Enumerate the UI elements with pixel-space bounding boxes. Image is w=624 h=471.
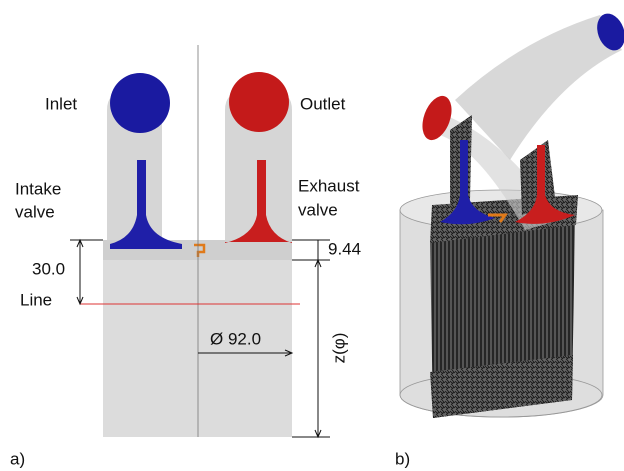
exhaust-label: Exhaust	[298, 176, 360, 195]
intake-label: valve	[15, 202, 55, 221]
z-label: z(φ)	[329, 333, 348, 364]
inlet-circle	[110, 73, 170, 133]
panel-label: a)	[10, 449, 25, 468]
exhaust-label: valve	[298, 200, 338, 219]
inlet-label: Inlet	[45, 94, 77, 113]
diameter-label: Ø 92.0	[210, 329, 261, 348]
intake-label: Intake	[15, 179, 61, 198]
outlet-circle	[229, 72, 289, 132]
line-label: Line	[20, 290, 52, 309]
panel-label: b)	[395, 449, 410, 468]
panel-b: b)	[395, 10, 624, 469]
offset-label: 30.0	[32, 259, 65, 278]
panel-a: Inlet Outlet Intake valve Exhaust valve …	[10, 45, 361, 468]
outlet-label: Outlet	[300, 94, 346, 113]
cylinder	[103, 240, 292, 437]
figure: Inlet Outlet Intake valve Exhaust valve …	[0, 0, 624, 471]
gap-label: 9.44	[328, 239, 361, 258]
